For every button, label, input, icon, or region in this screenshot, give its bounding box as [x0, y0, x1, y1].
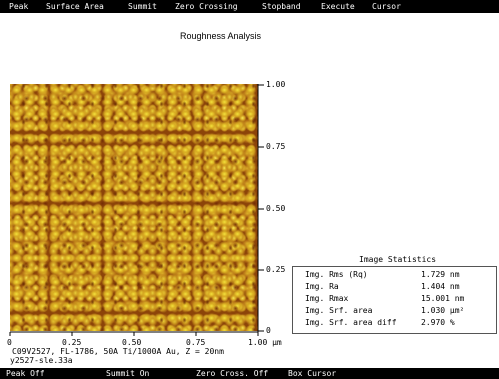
stat-row-ra: Img. Ra 1.404 nm: [305, 281, 495, 292]
menu-cursor[interactable]: Cursor: [372, 2, 401, 11]
menu-peak[interactable]: Peak: [9, 2, 29, 11]
stat-label: Img. Srf. area: [305, 306, 373, 315]
y-tick-label: 0: [266, 326, 271, 335]
page-title: Roughness Analysis: [180, 31, 262, 41]
status-peak: Peak Off: [6, 369, 45, 378]
sample-caption: C09V2527, FL-1786, 50A Ti/1000A Au, Z = …: [12, 347, 224, 356]
menu-execute[interactable]: Execute: [321, 2, 355, 11]
stat-row-srf-area: Img. Srf. area 1.030 µm²: [305, 305, 495, 316]
x-tick-label: 1.00 µm: [248, 338, 282, 347]
x-tick-label: 0.75: [186, 338, 206, 347]
stat-label: Img. Srf. area diff: [305, 318, 397, 327]
stat-label: Img. Rms (Rq): [305, 270, 368, 279]
x-tick-label: 0.25: [62, 338, 82, 347]
status-cursor-mode: Box Cursor: [288, 369, 337, 378]
stat-value: 1.729 nm: [421, 270, 460, 279]
stat-row-rms: Img. Rms (Rq) 1.729 nm: [305, 269, 495, 280]
status-summit: Summit On: [106, 369, 150, 378]
stat-row-srf-area-diff: Img. Srf. area diff 2.970 %: [305, 317, 495, 328]
y-tick-label: 1.00: [266, 80, 286, 89]
menu-bar: Peak Surface Area Summit Zero Crossing S…: [0, 0, 499, 13]
stat-value: 15.001 nm: [421, 294, 465, 303]
menu-zero-crossing[interactable]: Zero Crossing: [175, 2, 238, 11]
status-bar: Peak Off Summit On Zero Cross. Off Box C…: [0, 368, 499, 379]
surface-valleys: [10, 84, 258, 331]
stat-label: Img. Rmax: [305, 294, 349, 303]
file-name: y2527-sle.33a: [10, 356, 73, 365]
stat-value: 2.970 %: [421, 318, 455, 327]
menu-summit[interactable]: Summit: [128, 2, 157, 11]
status-zero-cross: Zero Cross. Off: [196, 369, 269, 378]
image-statistics-panel: Img. Rms (Rq) 1.729 nm Img. Ra 1.404 nm …: [292, 266, 497, 334]
y-tick-label: 0.50: [266, 204, 286, 213]
menu-surface-area[interactable]: Surface Area: [46, 2, 104, 11]
stat-row-rmax: Img. Rmax 15.001 nm: [305, 293, 495, 304]
menu-stopband[interactable]: Stopband: [262, 2, 301, 11]
stats-title: Image Statistics: [359, 255, 437, 264]
stat-label: Img. Ra: [305, 282, 339, 291]
y-tick-label: 0.75: [266, 142, 286, 151]
afm-height-image[interactable]: [10, 84, 258, 331]
x-tick-label: 0: [7, 338, 12, 347]
stat-value: 1.404 nm: [421, 282, 460, 291]
x-tick-label: 0.50: [122, 338, 142, 347]
stat-value: 1.030 µm²: [421, 306, 465, 315]
y-tick-label: 0.25: [266, 265, 286, 274]
